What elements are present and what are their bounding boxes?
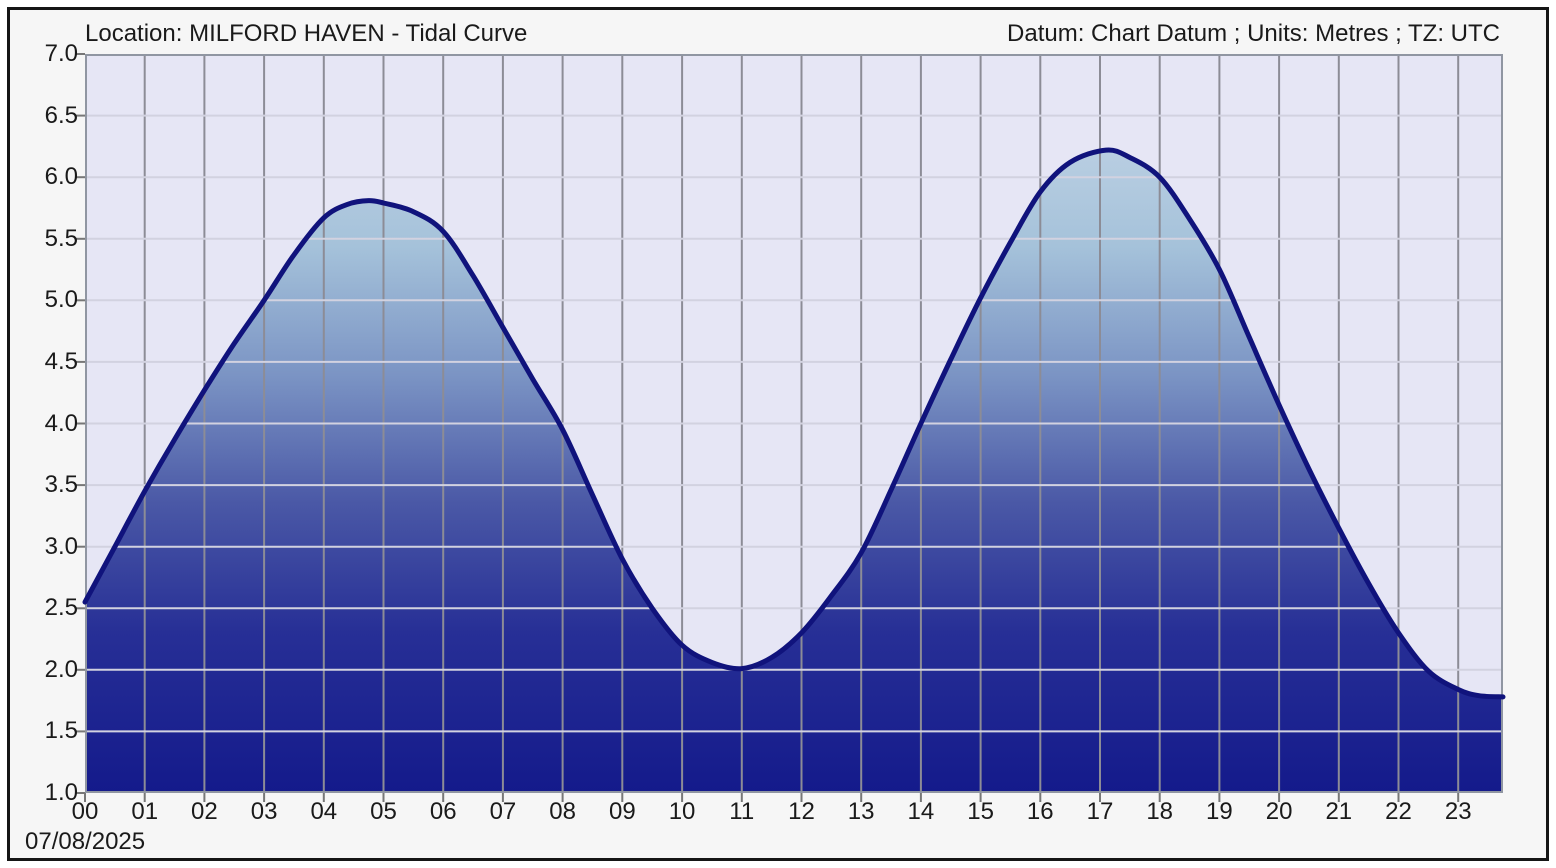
y-axis-label: 4.5: [44, 347, 78, 375]
tide-curve-plot: [76, 53, 1506, 802]
y-axis-label: 4.0: [44, 409, 78, 437]
x-axis-label: 14: [907, 798, 935, 825]
x-axis-label: 21: [1325, 798, 1353, 825]
x-axis-label: 18: [1146, 798, 1174, 825]
chart-location-title: Location: MILFORD HAVEN - Tidal Curve: [85, 20, 528, 47]
y-axis-label: 2.5: [44, 594, 78, 622]
plot-area: 7.0 6.5 6.0 5.5 5.0 4.5 4.0 3.5 3.0 2.5 2.0 1.5 1.0 …: [25, 41, 1506, 855]
x-axis-label: 17: [1086, 798, 1114, 825]
chart-datum-info: Datum: Chart Datum ; Units: Metres ; TZ:…: [1007, 20, 1500, 47]
y-axis-label: 3.0: [44, 532, 78, 560]
x-axis-label: 09: [608, 798, 636, 825]
x-axis-label: 12: [788, 798, 815, 825]
y-axis-label: 2.0: [44, 655, 78, 683]
x-axis-label: 15: [967, 798, 994, 825]
x-axis-label: 05: [370, 798, 397, 825]
x-axis-label: 06: [429, 798, 457, 825]
y-axis-label: 5.0: [44, 286, 78, 314]
x-axis-label: 02: [191, 798, 218, 825]
x-axis-label: 08: [549, 798, 576, 825]
y-axis-label: 6.5: [44, 101, 78, 129]
y-axis-label: 1.5: [44, 717, 78, 745]
x-axis-label: 23: [1444, 798, 1472, 825]
x-axis-label: 00: [71, 798, 99, 825]
x-axis-label: 13: [847, 798, 875, 825]
x-axis-label: 04: [310, 798, 338, 825]
chart-frame: Location: MILFORD HAVEN - Tidal Curve Da…: [7, 7, 1549, 861]
y-axis-label: 1.0: [44, 779, 78, 806]
x-axis-label: 10: [668, 798, 696, 825]
y-axis-label: 5.5: [44, 224, 78, 252]
y-axis-label: 6.0: [44, 163, 78, 191]
x-axis-label: 07: [489, 798, 517, 825]
x-axis-label: 01: [131, 798, 159, 825]
y-axis-label: 3.5: [44, 471, 78, 499]
date-label: 07/08/2025: [25, 828, 146, 855]
x-axis-label: 11: [729, 798, 755, 825]
x-axis-label: 16: [1026, 798, 1054, 825]
x-axis-label: 22: [1385, 798, 1412, 825]
x-axis-label: 20: [1265, 798, 1293, 825]
x-axis-label: 19: [1206, 798, 1233, 825]
x-axis-label: 03: [250, 798, 278, 825]
y-axis-label: 7.0: [44, 40, 78, 67]
